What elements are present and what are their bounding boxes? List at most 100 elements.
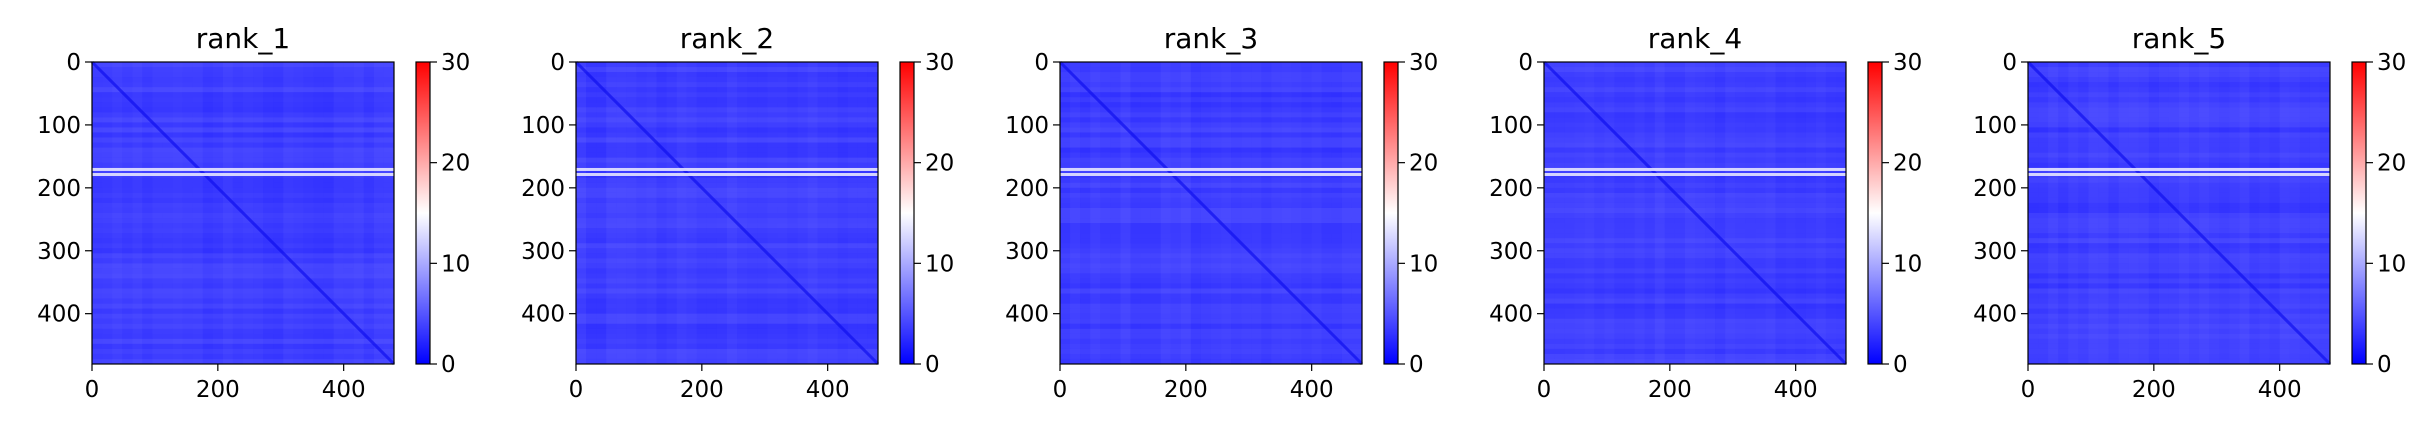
heatmap-col-band	[2249, 62, 2260, 364]
colorbar-tick-label: 20	[1893, 151, 1922, 177]
heatmap-row-band	[92, 323, 394, 329]
heatmap-col-band	[1301, 62, 1312, 364]
heatmap-col-band	[1080, 62, 1090, 364]
heatmap-row-band	[576, 298, 878, 304]
heatmap-col-band	[2148, 62, 2159, 364]
heatmap-col-band	[1321, 62, 1332, 364]
heatmap-row-band	[576, 202, 878, 208]
heatmap-row-band	[2028, 142, 2330, 148]
heatmap-col-band	[324, 62, 334, 364]
heatmap-col-band	[1614, 62, 1625, 364]
heatmap-col-band	[1200, 62, 1211, 364]
heatmap-row-band	[576, 233, 878, 239]
heatmap-col-band	[666, 62, 677, 364]
heatmap-row-band	[1544, 177, 1846, 183]
heatmap-bright-row	[2028, 172, 2330, 176]
heatmap-row-band	[1544, 293, 1846, 299]
colorbar-tick-label: 30	[1409, 50, 1438, 76]
heatmap-row-band	[1060, 132, 1362, 138]
heatmap-row-band	[92, 137, 394, 143]
heatmap-row-band	[92, 348, 394, 354]
heatmap-row-band	[1060, 187, 1362, 193]
x-tick-label: 0	[2021, 377, 2036, 403]
heatmap-col-band	[102, 62, 113, 364]
heatmap-row-band	[92, 258, 394, 264]
heatmap-row-band	[1060, 213, 1362, 219]
heatmap-row-band	[576, 207, 878, 213]
heatmap-row-band	[576, 318, 878, 324]
colorbar-tick-label: 30	[441, 50, 470, 76]
heatmap-col-band	[2270, 62, 2280, 364]
heatmap-col-band	[2078, 62, 2089, 364]
heatmap-row-band	[576, 313, 878, 319]
heatmap-row-band	[92, 268, 394, 274]
heatmap-col-band	[1251, 62, 1262, 364]
x-tick-label: 200	[1164, 377, 1208, 403]
y-tick-label: 200	[37, 176, 81, 202]
heatmap-row-band	[2028, 263, 2330, 269]
heatmap-row-band	[1060, 92, 1362, 98]
heatmap-row-band	[92, 358, 394, 364]
heatmap-row-band	[2028, 197, 2330, 203]
heatmap-col-band	[1281, 62, 1292, 364]
heatmap-row-band	[1544, 137, 1846, 143]
heatmap-row-band	[2028, 348, 2330, 354]
heatmap-col-band	[203, 62, 213, 364]
heatmap-col-band	[162, 62, 173, 364]
heatmap-col-band	[1271, 62, 1282, 364]
heatmap-row-band	[92, 223, 394, 229]
heatmap-row-band	[1060, 348, 1362, 354]
colorbar-tick-label: 30	[1893, 50, 1922, 76]
heatmap-row-band	[1544, 192, 1846, 198]
heatmap-row-band	[1544, 82, 1846, 88]
heatmap-row-band	[92, 127, 394, 133]
y-tick-label: 0	[550, 50, 565, 76]
heatmap-row-band	[1544, 253, 1846, 259]
heatmap-col-band	[636, 62, 647, 364]
heatmap-col-band	[112, 62, 123, 364]
heatmap-row-band	[2028, 137, 2330, 143]
heatmap-col-band	[2309, 62, 2320, 364]
heatmap-row-band	[2028, 318, 2330, 324]
heatmap-bright-row	[1544, 167, 1846, 171]
heatmap-row-band	[92, 207, 394, 213]
heatmap-row-band	[576, 228, 878, 234]
panel-5: rank_5 0 100 200 300 400 0 200 400 0 10 20 30	[1973, 22, 2406, 403]
heatmap-row-band	[576, 107, 878, 113]
heatmap-row-band	[1544, 218, 1846, 224]
axes-frame	[2027, 61, 2331, 365]
heatmap-bright-row	[1060, 167, 1362, 171]
axes-frame	[1543, 61, 1847, 365]
y-tick-label: 100	[1973, 113, 2017, 139]
heatmap-row-band	[576, 248, 878, 254]
heatmap-row-band	[576, 67, 878, 73]
heatmap-row-band	[1544, 348, 1846, 354]
heatmap-row-band	[2028, 92, 2330, 98]
heatmap-row-band	[92, 72, 394, 78]
heatmap-col-band	[797, 62, 808, 364]
heatmap-col-band	[1725, 62, 1736, 364]
heatmap-image	[574, 60, 880, 366]
heatmap-col-band	[1735, 62, 1746, 364]
heatmap-row-band	[2028, 243, 2330, 249]
heatmap-row-band	[576, 293, 878, 299]
heatmap-row-band	[576, 263, 878, 269]
heatmap-row-band	[1544, 197, 1846, 203]
heatmap-row-band	[2028, 358, 2330, 364]
heatmap-row-band	[1544, 187, 1846, 193]
heatmap-row-band	[1544, 157, 1846, 163]
heatmap-row-band	[1060, 137, 1362, 143]
heatmap-col-band	[1644, 62, 1655, 364]
heatmap-row-band	[1544, 132, 1846, 138]
heatmap-row-band	[1060, 313, 1362, 319]
heatmap-row-band	[1060, 308, 1362, 314]
y-tick-label: 100	[1005, 113, 1049, 139]
heatmap-col-band	[757, 62, 768, 364]
heatmap-col-band	[1060, 62, 1070, 364]
heatmap-col-band	[142, 62, 153, 364]
heatmap-row-band	[92, 182, 394, 188]
heatmap-row-band	[92, 253, 394, 259]
heatmap-col-band	[182, 62, 193, 364]
heatmap-row-band	[576, 218, 878, 224]
heatmap-row-band	[92, 157, 394, 163]
